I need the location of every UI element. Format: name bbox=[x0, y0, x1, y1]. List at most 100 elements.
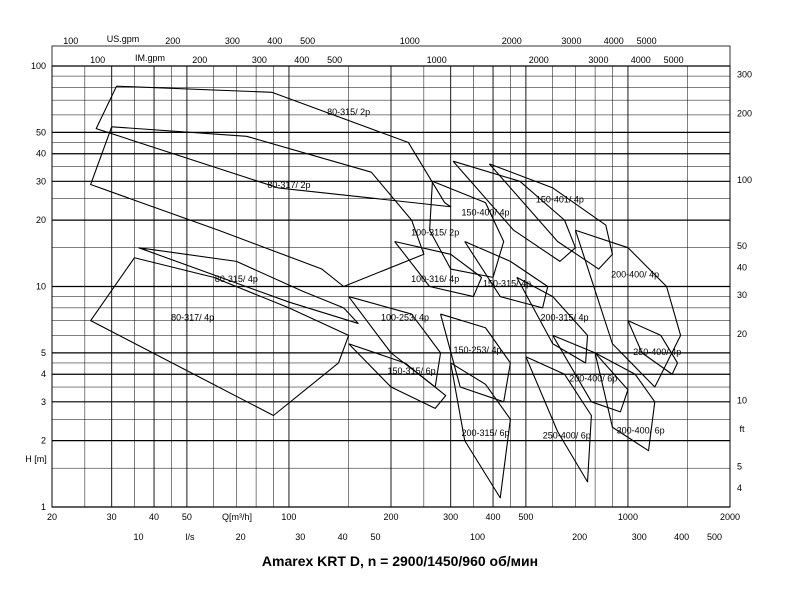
ls-tick-label: 50 bbox=[370, 532, 380, 542]
imgpm-tick-label: 2000 bbox=[529, 55, 549, 65]
x-axis-label: Q[m³/h] bbox=[222, 512, 252, 522]
x-tick-label: 400 bbox=[486, 512, 501, 522]
ft-tick-label: 100 bbox=[737, 175, 752, 185]
x-tick-label: 300 bbox=[443, 512, 458, 522]
pump-curve-label: 150-253/ 4p bbox=[454, 345, 502, 355]
imgpm-tick-label: 200 bbox=[192, 55, 207, 65]
ft-tick-label: 20 bbox=[737, 329, 747, 339]
y-tick-label: 4 bbox=[41, 369, 46, 379]
pump-curve-label: 80-317/ 4p bbox=[171, 313, 214, 323]
pump-curve-label: 100-316/ 4p bbox=[411, 274, 459, 284]
ls-tick-label: 100 bbox=[470, 532, 485, 542]
x-tick-label: 2000 bbox=[720, 512, 740, 522]
chart-title: Amarex KRT D, n = 2900/1450/960 об/мин bbox=[261, 553, 539, 569]
imgpm-tick-label: 4000 bbox=[631, 55, 651, 65]
pump-curve-80-317-2p bbox=[90, 126, 425, 288]
x-tick-label: 1000 bbox=[618, 512, 638, 522]
usgpm-tick-label: 1000 bbox=[400, 36, 420, 46]
ft-tick-label: 4 bbox=[737, 483, 742, 493]
ls-tick-label: 500 bbox=[707, 532, 722, 542]
y-tick-label: 3 bbox=[41, 397, 46, 407]
imgpm-tick-label: 300 bbox=[252, 55, 267, 65]
x-tick-label: 30 bbox=[107, 512, 117, 522]
pump-curve-300-400-6p bbox=[594, 352, 656, 452]
imgpm-tick-label: 1000 bbox=[427, 55, 447, 65]
ft-tick-label: 300 bbox=[737, 70, 752, 80]
ls-tick-label: 20 bbox=[236, 532, 246, 542]
usgpm-tick-label: 3000 bbox=[561, 36, 581, 46]
x-tick-label: 200 bbox=[383, 512, 398, 522]
imgpm-tick-label: 100 bbox=[90, 55, 105, 65]
x-tick-label: 50 bbox=[182, 512, 192, 522]
pump-curve-150-401-4p bbox=[488, 163, 613, 270]
pump-curve-150-315-6p bbox=[348, 343, 447, 409]
usgpm-tick-label: 300 bbox=[225, 36, 240, 46]
ls-tick-label: 400 bbox=[674, 532, 689, 542]
x-tick-label: 500 bbox=[518, 512, 533, 522]
ft-tick-label: 50 bbox=[737, 241, 747, 251]
usgpm-axis-label: US.gpm bbox=[107, 34, 140, 44]
usgpm-tick-label: 4000 bbox=[604, 36, 624, 46]
ls-axis-label: l/s bbox=[186, 532, 196, 542]
x-tick-label: 20 bbox=[47, 512, 57, 522]
pump-curve-label: 300-400/ 6p bbox=[617, 426, 665, 436]
imgpm-tick-label: 3000 bbox=[588, 55, 608, 65]
ft-tick-label: 40 bbox=[737, 263, 747, 273]
y-tick-label: 100 bbox=[31, 61, 46, 71]
usgpm-tick-label: 500 bbox=[300, 36, 315, 46]
pump-curve-label: 150-315/ 6p bbox=[388, 366, 436, 376]
ls-tick-label: 300 bbox=[632, 532, 647, 542]
pump-curve-200-315-6p bbox=[450, 362, 511, 499]
imgpm-tick-label: 400 bbox=[294, 55, 309, 65]
pump-curve-80-315-4p bbox=[138, 247, 359, 324]
usgpm-tick-label: 200 bbox=[165, 36, 180, 46]
pump-curve-100-315-2p bbox=[429, 180, 505, 278]
y-tick-label: 5 bbox=[41, 348, 46, 358]
pump-curve-label: 100-315/ 2p bbox=[411, 228, 459, 238]
pump-curve-250-400-6p bbox=[525, 356, 592, 483]
pump-curve-80-317-4p bbox=[90, 257, 350, 417]
usgpm-tick-label: 2000 bbox=[502, 36, 522, 46]
x-tick-label: 100 bbox=[281, 512, 296, 522]
y-tick-label: 50 bbox=[36, 127, 46, 137]
imgpm-tick-label: 500 bbox=[327, 55, 342, 65]
y-tick-label: 40 bbox=[36, 149, 46, 159]
ls-tick-label: 10 bbox=[134, 532, 144, 542]
usgpm-tick-label: 5000 bbox=[637, 36, 657, 46]
pump-curve-label: 80-315/ 2p bbox=[327, 107, 370, 117]
y-tick-label: 1 bbox=[41, 502, 46, 512]
pump-curve-label: 150-400/ 4p bbox=[461, 207, 509, 217]
grid-lines bbox=[51, 45, 731, 508]
ft-axis-label: ft bbox=[739, 424, 745, 434]
pump-curve-label: 200-315/ 6p bbox=[461, 428, 509, 438]
y-tick-label: 30 bbox=[36, 176, 46, 186]
y-axis-label: H [m] bbox=[25, 454, 47, 464]
ft-tick-label: 200 bbox=[737, 108, 752, 118]
pump-curve-80-315-2p bbox=[95, 85, 452, 208]
x-tick-label: 40 bbox=[149, 512, 159, 522]
ft-tick-label: 30 bbox=[737, 290, 747, 300]
pump-curve-label: 200-400/ 4p bbox=[611, 269, 659, 279]
pump-curve-label: 150-401/ 4p bbox=[536, 195, 584, 205]
pump-curve-150-315-4p bbox=[464, 240, 549, 309]
imgpm-tick-label: 5000 bbox=[664, 55, 684, 65]
y-tick-label: 2 bbox=[41, 436, 46, 446]
pump-curve-label: 80-315/ 4p bbox=[215, 274, 258, 284]
pump-curve-200-400-6p bbox=[552, 334, 629, 413]
ls-tick-label: 200 bbox=[572, 532, 587, 542]
ft-tick-label: 5 bbox=[737, 462, 742, 472]
pump-curve-100-253-4p bbox=[348, 296, 442, 388]
pump-curve-250-400-4p bbox=[627, 320, 679, 375]
axis-labels: 20 30 40 50 100 200 300 400 500 1000 2000 Q[m³/h] 10… bbox=[25, 34, 752, 542]
pump-curve-label: 150-315/ 4p bbox=[483, 279, 531, 289]
pump-curve-label: 250-400/ 6p bbox=[543, 430, 591, 440]
usgpm-tick-label: 100 bbox=[63, 36, 78, 46]
y-tick-label: 10 bbox=[36, 282, 46, 292]
pump-curve-label: 100-253/ 4p bbox=[381, 313, 429, 323]
imgpm-axis-label: IM.gpm bbox=[135, 53, 165, 63]
pump-curve-label: 200-315/ 4p bbox=[541, 313, 589, 323]
pump-curve-label: 250-400/ 4p bbox=[633, 347, 681, 357]
pump-curve-200-400-4p bbox=[574, 229, 682, 388]
pump-curve-label: 80-317/ 2p bbox=[267, 180, 310, 190]
